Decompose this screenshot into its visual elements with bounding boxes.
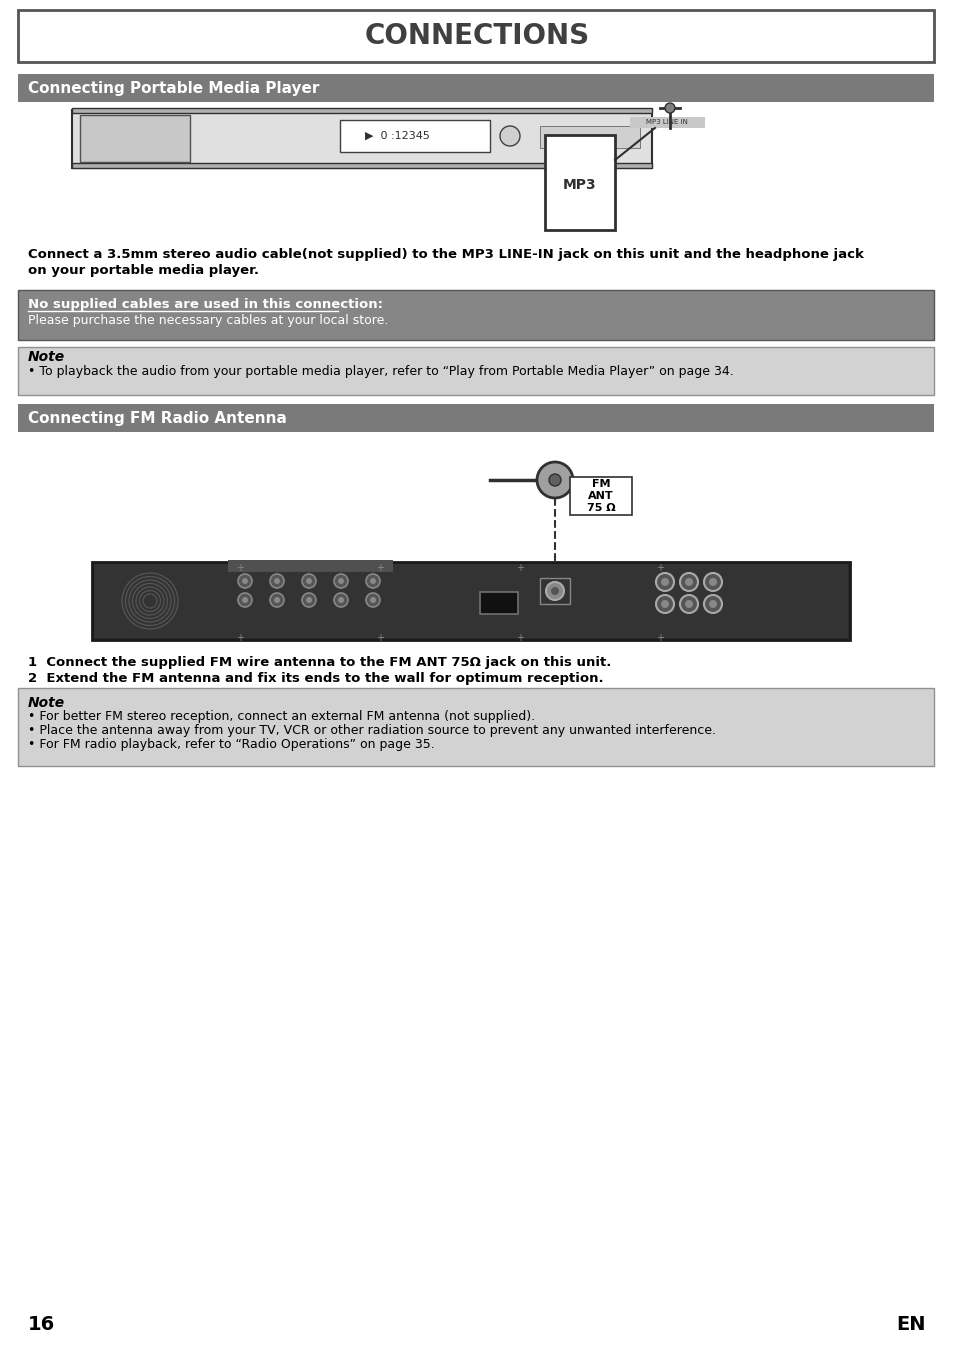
Circle shape: [242, 578, 248, 584]
Text: EN: EN: [896, 1316, 925, 1335]
Bar: [80, 115, 190, 162]
Circle shape: [703, 573, 721, 590]
Bar: [18, 404, 933, 431]
Circle shape: [306, 578, 312, 584]
Circle shape: [306, 597, 312, 603]
Bar: [18, 290, 933, 340]
Bar: [91, 562, 849, 640]
Text: • For better FM stereo reception, connect an external FM antenna (not supplied).: • For better FM stereo reception, connec…: [28, 710, 535, 723]
Circle shape: [708, 578, 717, 586]
Text: +: +: [235, 563, 244, 573]
Circle shape: [660, 600, 668, 608]
Circle shape: [237, 574, 252, 588]
Circle shape: [656, 594, 673, 613]
Text: MP3: MP3: [562, 178, 597, 191]
Circle shape: [274, 597, 280, 603]
Text: +: +: [375, 634, 384, 643]
Text: • To playback the audio from your portable media player, refer to “Play from Por: • To playback the audio from your portab…: [28, 365, 733, 377]
Circle shape: [270, 574, 284, 588]
Text: • Place the antenna away from your TV, VCR or other radiation source to prevent : • Place the antenna away from your TV, V…: [28, 724, 716, 737]
Circle shape: [551, 586, 558, 594]
Bar: [569, 477, 631, 515]
Text: Connecting FM Radio Antenna: Connecting FM Radio Antenna: [28, 411, 287, 426]
Bar: [18, 346, 933, 395]
Circle shape: [660, 578, 668, 586]
Circle shape: [703, 594, 721, 613]
Bar: [629, 117, 704, 128]
Circle shape: [548, 474, 560, 487]
Text: +: +: [516, 563, 523, 573]
Circle shape: [270, 593, 284, 607]
Bar: [539, 578, 569, 604]
Text: on your portable media player.: on your portable media player.: [28, 264, 258, 276]
Bar: [94, 563, 847, 638]
Text: Connect a 3.5mm stereo audio cable(not supplied) to the MP3 LINE-IN jack on this: Connect a 3.5mm stereo audio cable(not s…: [28, 248, 863, 262]
Circle shape: [664, 102, 675, 113]
Text: +: +: [656, 634, 663, 643]
Circle shape: [708, 600, 717, 608]
Circle shape: [656, 573, 673, 590]
Bar: [18, 687, 933, 766]
Circle shape: [302, 574, 315, 588]
Text: CONNECTIONS: CONNECTIONS: [364, 22, 589, 50]
Text: Please purchase the necessary cables at your local store.: Please purchase the necessary cables at …: [28, 314, 388, 328]
Circle shape: [679, 594, 698, 613]
Bar: [71, 108, 651, 113]
Text: +: +: [656, 563, 663, 573]
Bar: [228, 559, 393, 572]
Circle shape: [274, 578, 280, 584]
Circle shape: [499, 125, 519, 146]
Text: 1  Connect the supplied FM wire antenna to the FM ANT 75Ω jack on this unit.: 1 Connect the supplied FM wire antenna t…: [28, 656, 611, 669]
Circle shape: [537, 462, 573, 497]
Circle shape: [679, 573, 698, 590]
Circle shape: [366, 593, 379, 607]
Circle shape: [334, 574, 348, 588]
Circle shape: [302, 593, 315, 607]
Circle shape: [684, 578, 692, 586]
Bar: [539, 125, 639, 148]
Circle shape: [242, 597, 248, 603]
Text: ▶  0 :12345: ▶ 0 :12345: [365, 131, 430, 142]
Text: • For FM radio playback, refer to “Radio Operations” on page 35.: • For FM radio playback, refer to “Radio…: [28, 737, 435, 751]
Text: 2  Extend the FM antenna and fix its ends to the wall for optimum reception.: 2 Extend the FM antenna and fix its ends…: [28, 673, 603, 685]
Bar: [18, 74, 933, 102]
Text: MP3 LINE IN: MP3 LINE IN: [645, 119, 687, 125]
Circle shape: [337, 578, 344, 584]
Text: 16: 16: [28, 1316, 55, 1335]
Text: Note: Note: [28, 350, 65, 364]
Bar: [18, 9, 933, 62]
Circle shape: [370, 578, 375, 584]
Text: +: +: [375, 563, 384, 573]
Circle shape: [684, 600, 692, 608]
Text: FM
ANT
75 Ω: FM ANT 75 Ω: [586, 480, 615, 512]
Text: +: +: [235, 634, 244, 643]
Text: Connecting Portable Media Player: Connecting Portable Media Player: [28, 81, 319, 96]
Bar: [479, 592, 517, 613]
Text: Note: Note: [28, 696, 65, 710]
Circle shape: [366, 574, 379, 588]
Circle shape: [337, 597, 344, 603]
Circle shape: [237, 593, 252, 607]
Circle shape: [370, 597, 375, 603]
Bar: [544, 135, 615, 231]
Text: +: +: [516, 634, 523, 643]
Text: No supplied cables are used in this connection:: No supplied cables are used in this conn…: [28, 298, 382, 311]
Circle shape: [545, 582, 563, 600]
Circle shape: [334, 593, 348, 607]
Bar: [71, 111, 651, 168]
Bar: [71, 163, 651, 168]
Bar: [339, 120, 490, 152]
